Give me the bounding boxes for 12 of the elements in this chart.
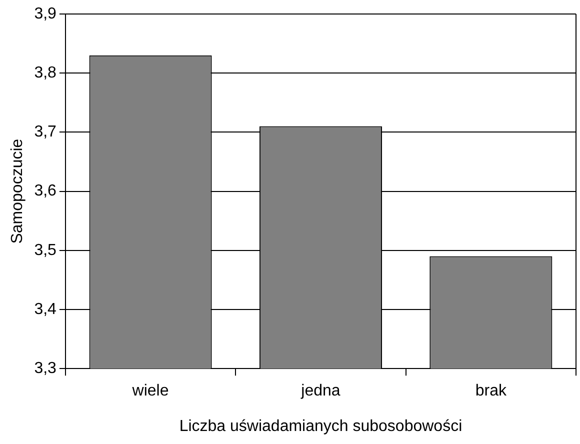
y-tick-label: 3,3 [34,360,57,378]
y-tick-label: 3,9 [34,5,57,22]
y-tick-label: 3,4 [34,300,57,318]
y-tick-label: 3,5 [34,242,57,259]
y-axis-title: Samopoczucie [9,138,26,244]
x-tick-label: wiele [131,382,169,400]
y-tick-label: 3,8 [34,64,57,82]
y-tick-label: 3,6 [34,182,57,200]
x-axis-title: Liczba uświadamianych subosobowości [179,418,462,435]
x-tick-label: brak [475,382,508,400]
y-tick-label: 3,7 [34,124,57,141]
x-tick-label: jedna [300,382,340,400]
